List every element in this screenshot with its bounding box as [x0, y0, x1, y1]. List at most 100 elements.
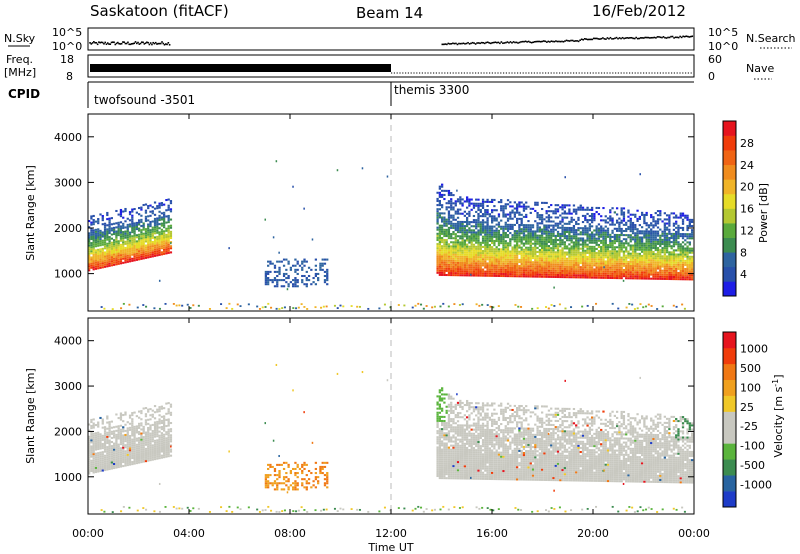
- power-cell: [101, 231, 104, 234]
- power-cell: [686, 270, 689, 273]
- power-cell: [534, 230, 537, 233]
- power-cell: [144, 254, 148, 257]
- velocity-cell: [110, 465, 113, 468]
- velocity-cell: [142, 436, 145, 439]
- velocity-cell: [137, 445, 141, 448]
- power-cell: [162, 232, 166, 235]
- power-cell: [570, 239, 573, 242]
- power-cell: [447, 245, 451, 248]
- velocity-cell: [133, 452, 136, 455]
- power-cell: [500, 262, 503, 265]
- nave-tick-top: 60: [708, 53, 722, 66]
- velocity-cell: [99, 470, 102, 473]
- power-cell: [552, 210, 555, 213]
- power-cell: [506, 254, 510, 257]
- power-cell: [538, 236, 541, 239]
- power-cell: [147, 233, 150, 236]
- power-cell: [436, 238, 439, 242]
- power-cell: [588, 262, 591, 265]
- power-cell: [672, 273, 676, 277]
- power-cell: [124, 255, 127, 258]
- nsky-point: [119, 43, 122, 45]
- power-cell: [470, 270, 473, 273]
- nsearch-point: [497, 41, 500, 44]
- power-cell: [665, 236, 669, 239]
- power-cell: [101, 260, 104, 263]
- power-cell: [650, 263, 653, 266]
- power-cell: [481, 262, 485, 265]
- power-cell: [94, 255, 98, 258]
- power-cell: [586, 219, 589, 222]
- power-cell: [92, 241, 95, 244]
- power-cell: [672, 271, 676, 274]
- power-cell: [475, 272, 478, 275]
- velocity-cell: [144, 433, 148, 436]
- velocity-cell: [128, 416, 132, 419]
- power-cell: [665, 277, 669, 280]
- velocity-cell: [124, 423, 127, 426]
- power-cell: [137, 256, 141, 259]
- power-cell: [572, 243, 576, 246]
- power-cbar-tick: 20: [740, 181, 754, 194]
- velocity-cell: [108, 465, 111, 469]
- power-cell: [156, 227, 159, 230]
- power-cell: [488, 237, 491, 240]
- power-cell: [552, 267, 555, 270]
- velocity-cell: [131, 454, 134, 457]
- power-cell: [527, 224, 530, 227]
- power-cell: [609, 244, 612, 247]
- power-cell: [647, 238, 651, 241]
- power-cell: [128, 254, 132, 257]
- power-cell: [636, 238, 639, 241]
- power-cell: [149, 239, 152, 242]
- nsearch-point: [589, 38, 592, 41]
- power-cell: [456, 272, 460, 275]
- power-cell: [581, 274, 585, 277]
- power-cell: [92, 235, 95, 238]
- power-cell: [600, 225, 603, 228]
- power-cell: [511, 258, 514, 261]
- power-cell: [169, 200, 173, 203]
- power-cell: [645, 234, 648, 237]
- power-cell: [563, 265, 566, 268]
- power-cell: [450, 257, 453, 260]
- power-cell: [465, 249, 469, 252]
- power-cell: [540, 273, 544, 276]
- power-cell: [554, 224, 557, 227]
- power-cell: [147, 231, 150, 234]
- power-cell: [452, 249, 455, 252]
- velocity-cell: [94, 468, 98, 472]
- power-cell: [690, 249, 694, 252]
- power-cell: [515, 219, 519, 222]
- power-cell: [511, 205, 514, 208]
- power-cell: [563, 204, 566, 207]
- power-cell: [289, 266, 293, 269]
- power-cell: [640, 236, 644, 239]
- power-cell: [463, 266, 466, 269]
- power-cell: [609, 250, 612, 253]
- power-cell: [438, 265, 441, 268]
- power-cell: [470, 237, 473, 240]
- power-cell: [677, 259, 680, 262]
- power-cell: [106, 257, 109, 260]
- velocity-cell: [144, 437, 148, 440]
- power-cell: [561, 228, 564, 231]
- power-cell: [606, 227, 610, 230]
- power-cell: [665, 269, 669, 272]
- power-cell: [613, 260, 616, 263]
- power-cell: [597, 213, 601, 216]
- power-cell: [654, 242, 657, 245]
- power-cell: [495, 237, 498, 241]
- power-cell: [627, 269, 630, 272]
- power-cell: [285, 258, 288, 261]
- power-cell: [276, 274, 279, 278]
- power-cell: [447, 271, 451, 275]
- power-cell: [568, 237, 571, 240]
- power-cell: [590, 254, 594, 257]
- power-cell: [156, 254, 159, 257]
- nsearch-point: [473, 42, 475, 44]
- power-cell: [663, 228, 666, 231]
- power-cell: [627, 264, 630, 267]
- power-cell: [461, 231, 464, 234]
